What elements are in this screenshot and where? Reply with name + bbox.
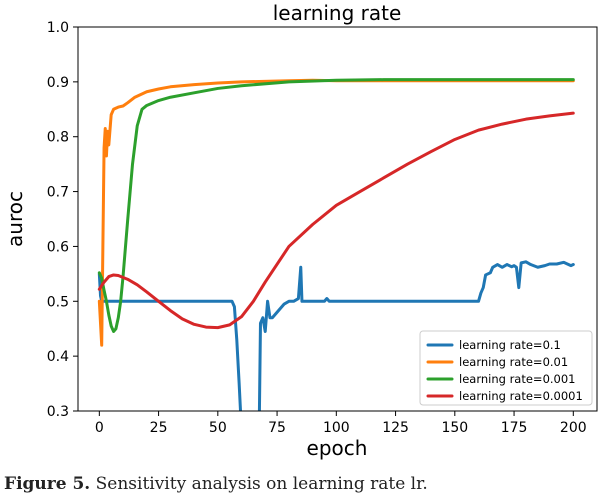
chart-title: learning rate [273,1,402,25]
y-tick-label: 0.8 [47,130,69,146]
x-tick-label: 150 [441,420,468,436]
series-group [97,78,575,411]
x-tick-label: 125 [382,420,409,436]
y-tick-label: 0.5 [47,294,69,310]
y-axis-ticks: 0.3 0.4 0.5 0.6 0.7 0.8 0.9 1.0 [47,20,78,420]
x-axis-ticks: 0 25 50 75 100 125 150 175 200 [95,411,587,436]
caption-text: Sensitivity analysis on learning rate lr… [90,474,428,494]
legend-label: learning rate=0.0001 [459,389,583,403]
y-tick-label: 0.9 [47,75,69,91]
y-tick-label: 0.3 [47,404,69,420]
series-line-0 [97,260,575,411]
plot-frame [77,26,598,412]
y-tick-label: 0.7 [47,185,69,201]
y-axis-label: auroc [3,191,27,247]
y-tick-label: 0.4 [47,349,69,365]
x-tick-label: 0 [95,420,104,436]
line-chart: learning rate 0 25 50 75 100 125 150 175 200 0.3… [3,1,598,460]
series-line-2 [97,78,575,333]
legend-label: learning rate=0.01 [459,355,568,369]
x-tick-label: 200 [560,420,587,436]
figure-label: Figure 5. [4,474,91,494]
plot-area [77,26,598,412]
series-line-1 [97,78,575,347]
x-tick-label: 175 [501,420,528,436]
figure-caption: Figure 5. Sensitivity analysis on learni… [4,474,604,494]
x-axis-label: epoch [307,436,368,460]
y-tick-label: 1.0 [47,20,69,36]
legend-items: learning rate=0.1 learning rate=0.01 learn… [426,338,583,403]
x-tick-label: 50 [209,420,227,436]
x-tick-label: 25 [150,420,168,436]
y-tick-label: 0.6 [47,239,69,255]
x-tick-label: 75 [268,420,286,436]
legend-frame [419,330,593,406]
legend-label: learning rate=0.1 [459,338,561,352]
x-tick-label: 100 [323,420,350,436]
series-line-3 [97,111,575,330]
legend-label: learning rate=0.001 [459,372,576,386]
legend: learning rate=0.1 learning rate=0.01 learn… [419,330,593,406]
